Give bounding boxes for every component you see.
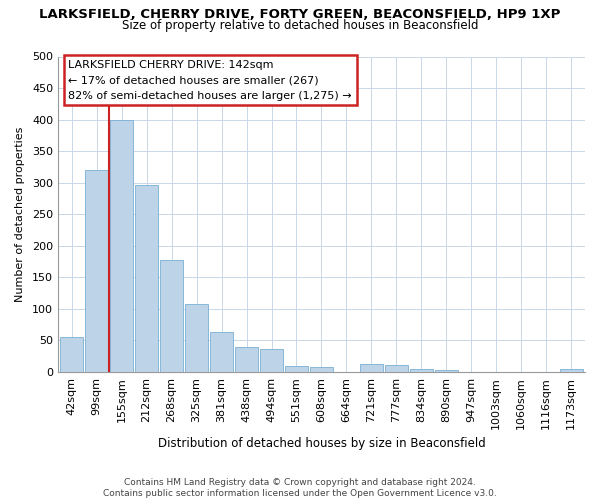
Bar (560, 369, 583, 372)
Text: Size of property relative to detached houses in Beaconsfield: Size of property relative to detached ho… (122, 19, 478, 32)
Bar (385, 365, 408, 372)
Bar (235, 346, 258, 372)
Bar (135, 184, 158, 372)
Bar (85, 170, 108, 372)
Bar (60, 337, 83, 372)
Bar (160, 260, 183, 372)
Y-axis label: Number of detached properties: Number of detached properties (15, 126, 25, 302)
Bar (110, 120, 133, 372)
Text: Contains HM Land Registry data © Crown copyright and database right 2024.
Contai: Contains HM Land Registry data © Crown c… (103, 478, 497, 498)
X-axis label: Distribution of detached houses by size in Beaconsfield: Distribution of detached houses by size … (158, 437, 485, 450)
Bar (285, 366, 308, 372)
Text: LARKSFIELD, CHERRY DRIVE, FORTY GREEN, BEACONSFIELD, HP9 1XP: LARKSFIELD, CHERRY DRIVE, FORTY GREEN, B… (40, 8, 560, 20)
Text: LARKSFIELD CHERRY DRIVE: 142sqm
← 17% of detached houses are smaller (267)
82% o: LARKSFIELD CHERRY DRIVE: 142sqm ← 17% of… (68, 60, 352, 101)
Bar (410, 369, 433, 372)
Bar (260, 349, 283, 372)
Bar (210, 332, 233, 372)
Bar (185, 304, 208, 372)
Bar (310, 367, 333, 372)
Bar (435, 370, 458, 372)
Bar (360, 364, 383, 372)
